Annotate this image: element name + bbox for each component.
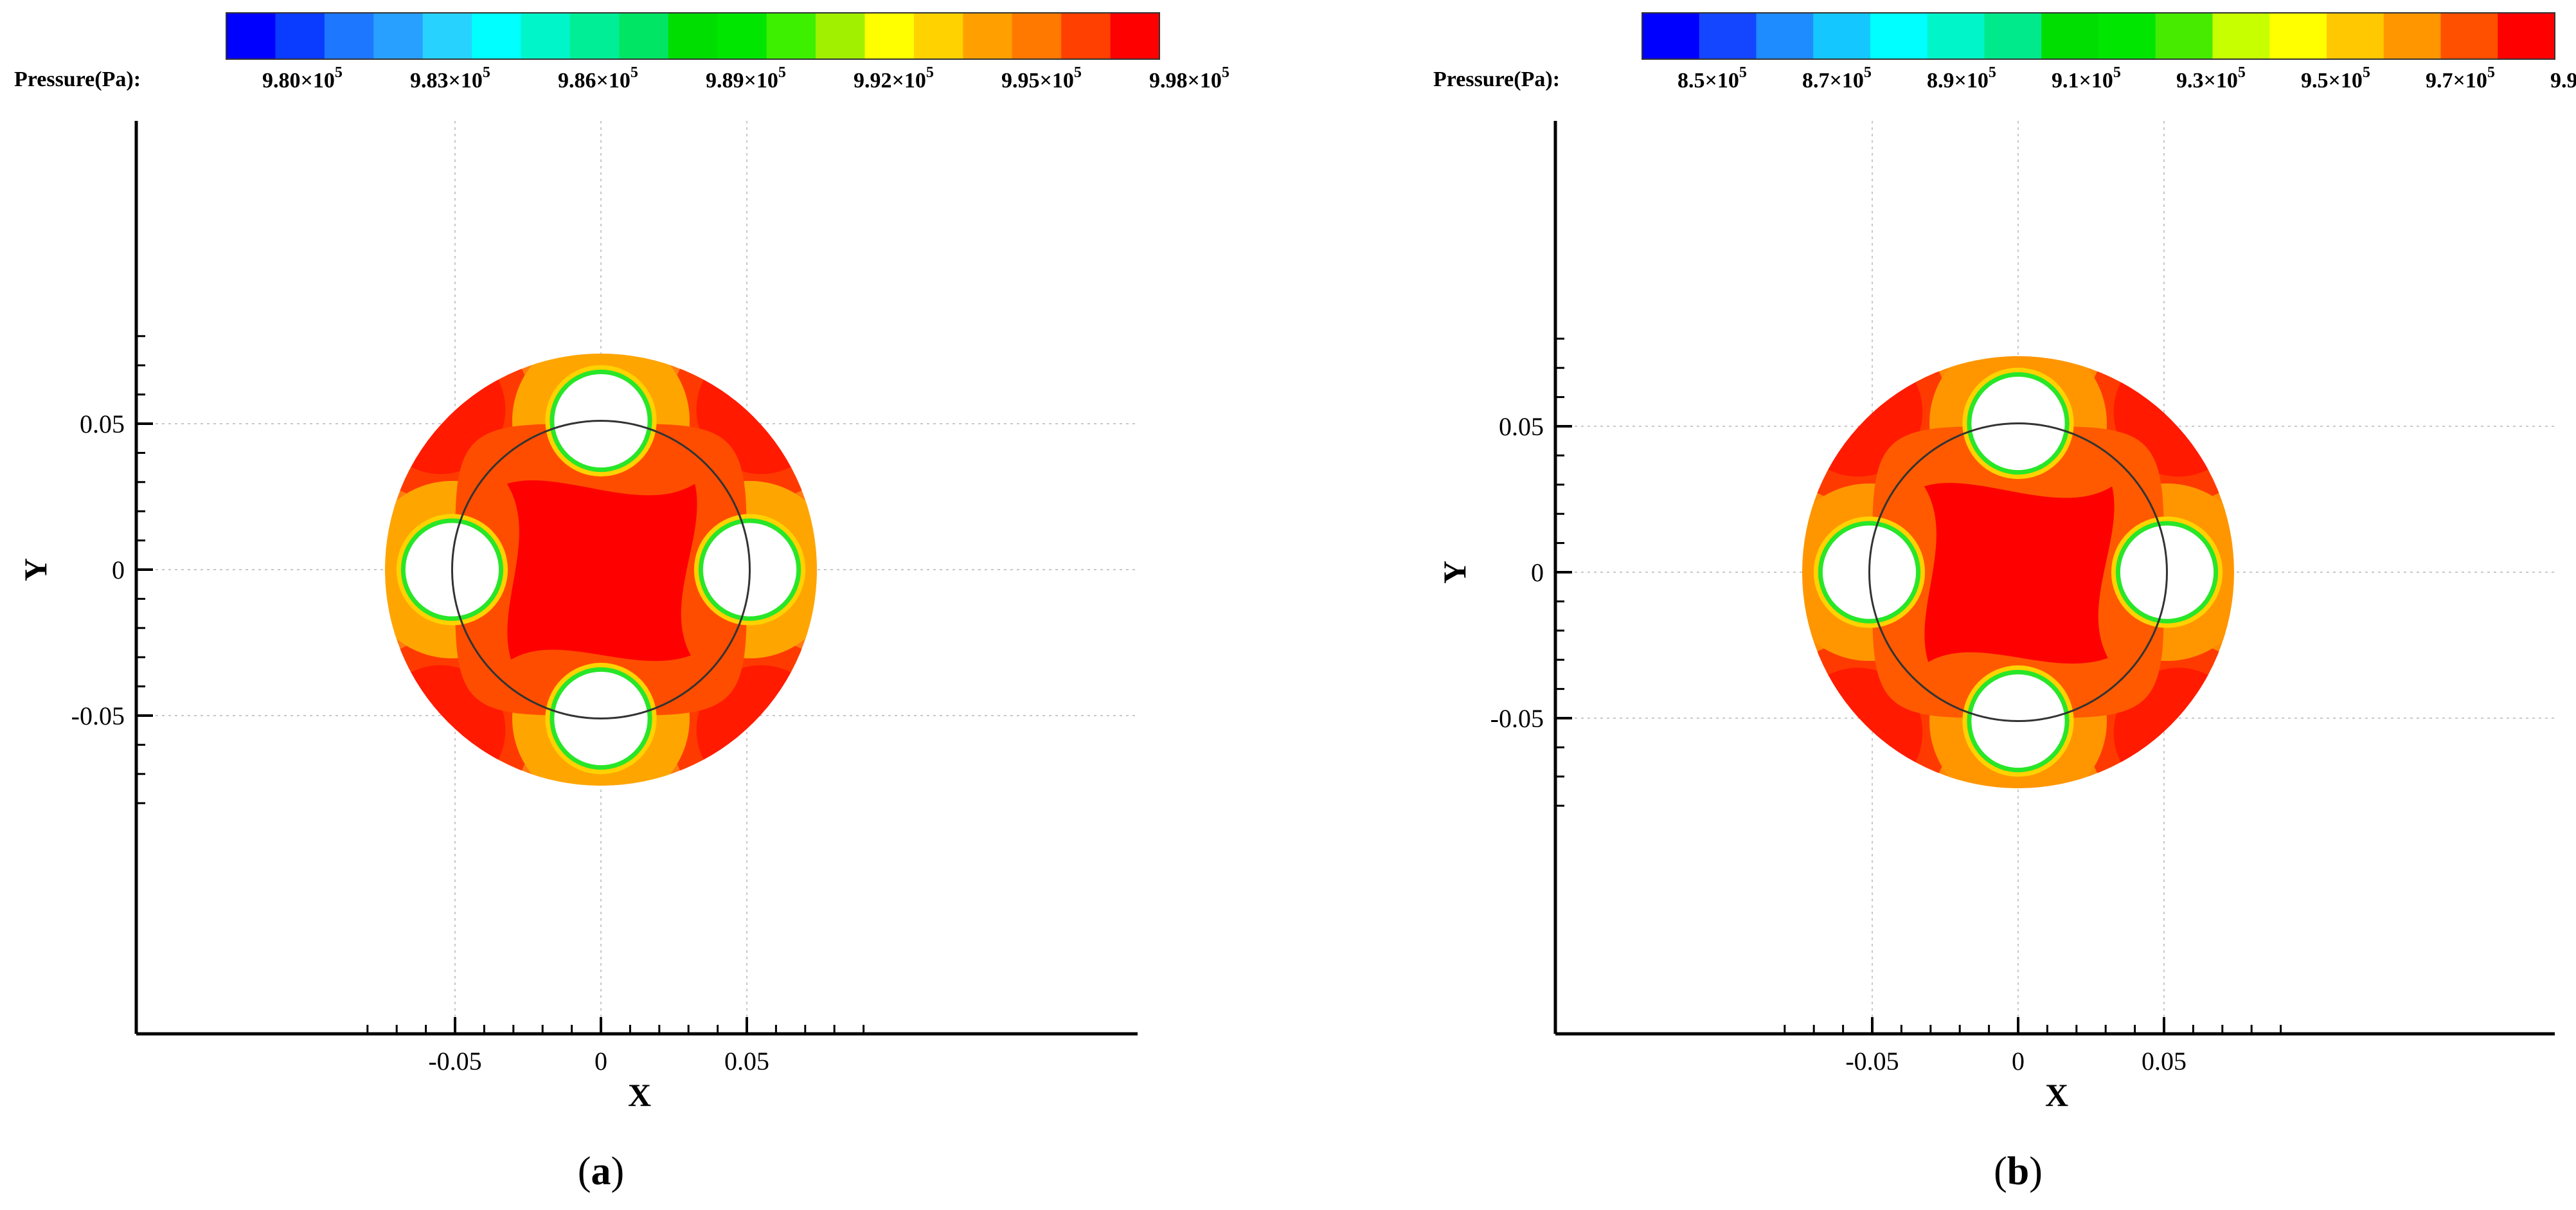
x-axis-label: X: [2045, 1077, 2068, 1113]
colorbar-swatch: [275, 13, 325, 59]
colorbar-swatch: [1756, 13, 1814, 59]
colorbar-frame: [1641, 12, 2555, 60]
colorbar-swatch: [521, 13, 571, 59]
colorbar-tick-label: 9.83×105: [410, 64, 490, 93]
y-tick-label: -0.05: [1490, 704, 1544, 733]
colorbar-swatch: [569, 13, 620, 59]
colorbar-swatch: [422, 13, 472, 59]
colorbar-swatch: [619, 13, 669, 59]
colorbar-tick-exponent: 5: [1864, 64, 1872, 81]
colorbar-swatch: [2041, 13, 2099, 59]
colorbar-swatch: [963, 13, 1013, 59]
colorbar-swatch: [472, 13, 522, 59]
colorbar-tick-exponent: 5: [631, 64, 638, 81]
x-tick-label: 0: [595, 1047, 607, 1076]
colorbar-tick-label: 8.9×105: [1927, 64, 1996, 93]
colorbar-tick-label: 9.98×105: [1149, 64, 1230, 93]
axes: -0.05 0 0.05 -0.05 0 0.05 X Y: [17, 121, 1138, 1113]
colorbar-swatch: [1061, 13, 1111, 59]
x-tick-label: 0.05: [724, 1047, 769, 1076]
colorbar-swatch: [2327, 13, 2384, 59]
colorbar-tick-label: 9.1×105: [2052, 64, 2121, 93]
colorbar-tick-label: 9.95×105: [1001, 64, 1082, 93]
colorbar-swatch: [1813, 13, 1871, 59]
colorbar-swatch: [1110, 13, 1160, 59]
contour-band-core: [506, 480, 697, 662]
x-tick-label: 0: [2012, 1047, 2025, 1076]
colorbar: Pressure(Pa): 8.5×105 8.7×105 8.9×105 9.1×10…: [1433, 12, 2576, 93]
panel-caption: (a): [578, 1150, 624, 1193]
y-tick-label: 0: [112, 555, 125, 584]
colorbar: Pressure(Pa): 9.80×105 9.83×105 9.86×105 9.8…: [14, 12, 1230, 93]
colorbar-tick-exponent: 5: [778, 64, 786, 81]
colorbar-swatch: [1012, 13, 1062, 59]
colorbar-swatch: [864, 13, 915, 59]
colorbar-tick-label: 9.80×105: [262, 64, 343, 93]
colorbar-tick-exponent: 5: [2487, 64, 2495, 81]
colorbar-tick-label: 9.86×105: [558, 64, 638, 93]
x-tick-label: -0.05: [428, 1047, 481, 1076]
colorbar-tick-exponent: 5: [1222, 64, 1230, 81]
colorbar-tick-exponent: 5: [1074, 64, 1082, 81]
colorbar-frame: [226, 12, 1160, 60]
colorbar-label: Pressure(Pa):: [14, 68, 141, 91]
colorbar-tick-label: 9.92×105: [854, 64, 934, 93]
pressure-contour-field: [1802, 356, 2234, 788]
colorbar-swatch: [668, 13, 718, 59]
colorbar-tick-exponent: 5: [1989, 64, 1996, 81]
colorbar-swatch: [2383, 13, 2441, 59]
colorbar-tick-label: 9.3×105: [2176, 64, 2246, 93]
y-tick-label: -0.05: [71, 701, 125, 730]
panel-caption: (b): [1994, 1150, 2043, 1193]
colorbar-swatch: [226, 13, 276, 59]
colorbar-swatch: [717, 13, 767, 59]
colorbar-tick-exponent: 5: [483, 64, 490, 81]
colorbar-swatch: [2440, 13, 2498, 59]
colorbar-tick-exponent: 5: [2113, 64, 2121, 81]
colorbar-tick-exponent: 5: [335, 64, 343, 81]
axes: -0.05 0 0.05 -0.05 0 0.05 X Y: [1436, 121, 2555, 1113]
colorbar-tick-label: 9.9×105: [2550, 64, 2576, 93]
x-tick-label: 0.05: [2142, 1047, 2187, 1076]
colorbar-tick-label: 9.5×105: [2301, 64, 2370, 93]
colorbar-tick-exponent: 5: [2238, 64, 2246, 81]
colorbar-swatch: [766, 13, 816, 59]
reference-circle: [451, 419, 751, 720]
colorbar-swatch: [816, 13, 865, 59]
panel-a: -0.05 0 0.05 -0.05 0 0.05 X Y Pressure(Pa): 9.80×…: [14, 12, 1230, 1193]
colorbar-swatch: [2155, 13, 2213, 59]
y-tick-label: 0.05: [80, 410, 125, 438]
colorbar-swatch: [2212, 13, 2270, 59]
colorbar-tick-label: 8.7×105: [1802, 64, 1872, 93]
y-tick-label: 0.05: [1499, 412, 1544, 441]
pressure-contour-field: [385, 354, 817, 786]
colorbar-swatch: [2269, 13, 2327, 59]
colorbar-swatch: [1984, 13, 2042, 59]
colorbar-swatch: [1927, 13, 1985, 59]
y-axis-label: Y: [1436, 561, 1472, 584]
colorbar-swatch: [1870, 13, 1928, 59]
colorbar-swatch: [913, 13, 963, 59]
colorbar-tick-label: 9.7×105: [2426, 64, 2495, 93]
reference-circle: [1868, 422, 2169, 723]
colorbar-tick-exponent: 5: [926, 64, 934, 81]
contour-band-core: [1924, 483, 2115, 664]
colorbar-tick-exponent: 5: [1739, 64, 1747, 81]
colorbar-swatch: [373, 13, 424, 59]
panel-b: -0.05 0 0.05 -0.05 0 0.05 X Y Pressure(Pa): 8.5×1…: [1433, 12, 2576, 1193]
colorbar-swatch: [2498, 13, 2555, 59]
colorbar-swatch: [324, 13, 374, 59]
colorbar-swatch: [2098, 13, 2156, 59]
colorbar-label: Pressure(Pa):: [1433, 68, 1560, 91]
colorbar-tick-label: 8.5×105: [1677, 64, 1747, 93]
colorbar-swatch: [1699, 13, 1757, 59]
colorbar-swatch: [1642, 13, 1700, 59]
colorbar-tick-label: 9.89×105: [706, 64, 786, 93]
y-tick-label: 0: [1531, 558, 1544, 587]
y-axis-label: Y: [17, 558, 53, 581]
x-tick-label: -0.05: [1845, 1047, 1899, 1076]
colorbar-tick-exponent: 5: [2363, 64, 2370, 81]
x-axis-label: X: [628, 1077, 651, 1113]
